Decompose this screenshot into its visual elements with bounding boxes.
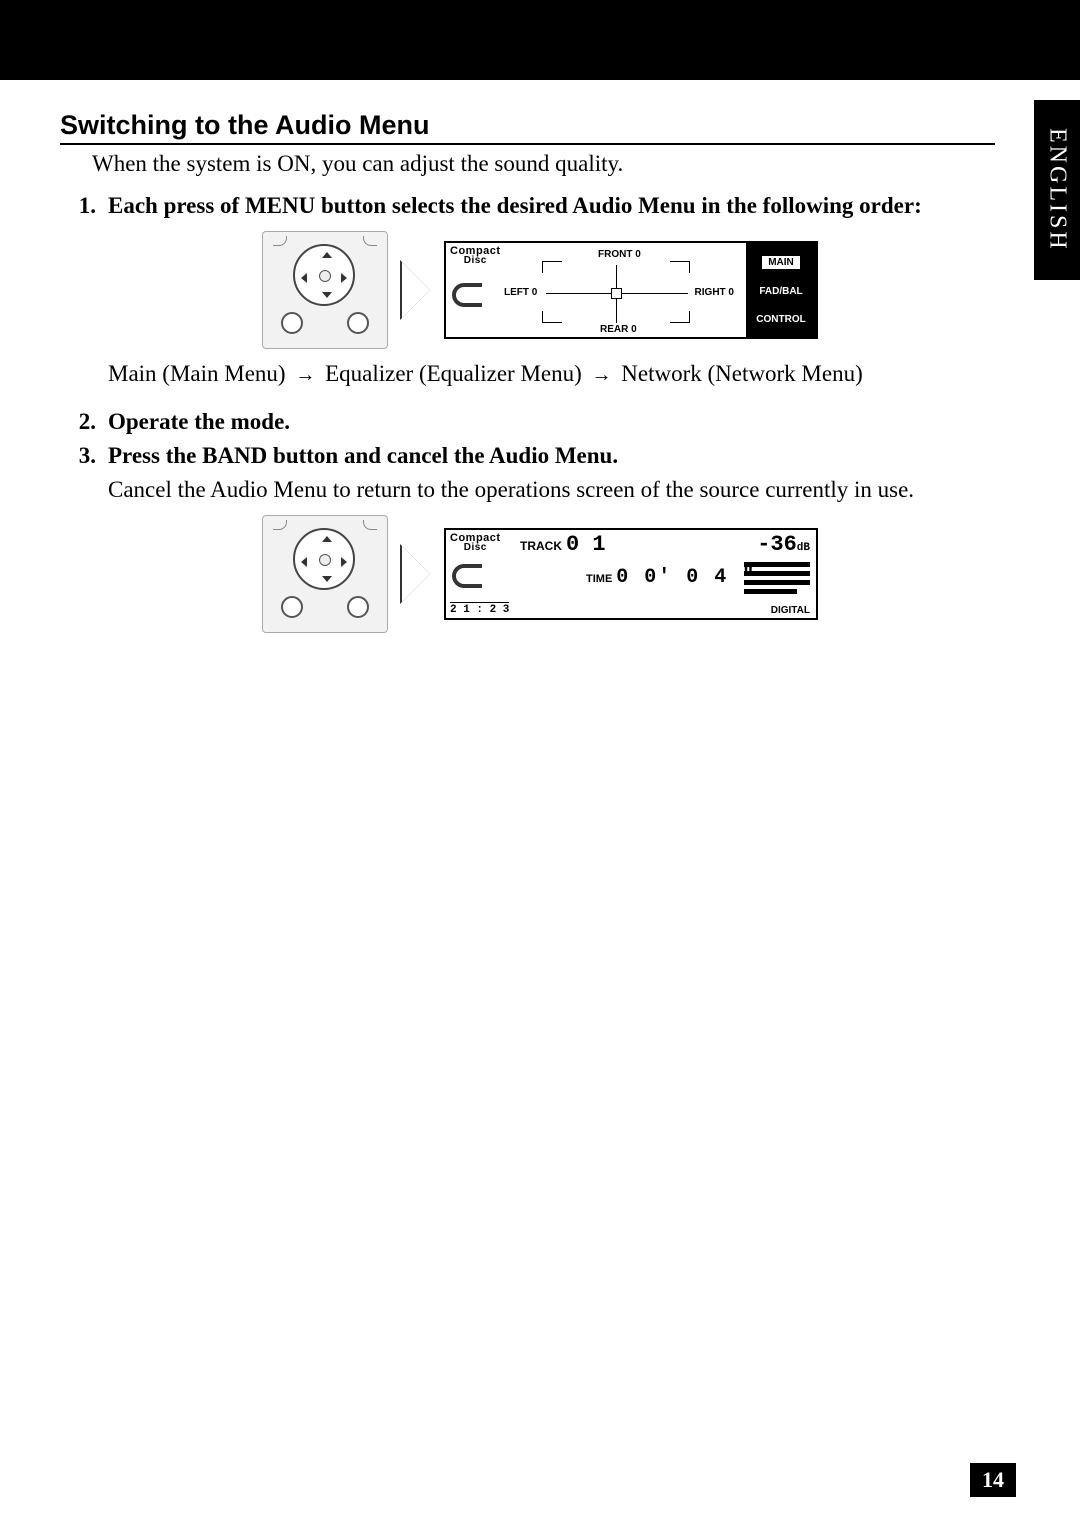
- step-3-sub: Cancel the Audio Menu to return to the o…: [108, 477, 1020, 503]
- lcd-c-icon: [452, 564, 482, 588]
- lcd2-source: Compact Disc: [450, 532, 501, 553]
- step-1-text: Each press of MENU button selects the de…: [108, 193, 1020, 219]
- level-bars-icon: [744, 562, 810, 598]
- lcd1-side-menu: MAIN FAD/BAL CONTROL: [746, 243, 816, 337]
- page-content: Switching to the Audio Menu When the sys…: [0, 80, 1080, 633]
- lcd1-side-main: MAIN: [762, 256, 800, 269]
- lcd1-source: Compact Disc: [450, 245, 501, 266]
- lcd1-side-fadbal: FAD/BAL: [759, 286, 802, 297]
- dpad-icon: [293, 244, 355, 306]
- fader-front-label: FRONT 0: [598, 249, 641, 260]
- lcd-playback-screen: Compact Disc TRACK0 1 -36dB TIME0 0' 0 4…: [444, 528, 818, 620]
- intro-text: When the system is ON, you can adjust th…: [92, 151, 1020, 177]
- arrow-inline-icon: →: [295, 364, 315, 387]
- arrow-inline-icon: →: [592, 364, 612, 387]
- lcd-c-icon: [452, 283, 482, 307]
- lcd1-side-control: CONTROL: [756, 314, 805, 325]
- step-1: 1. Each press of MENU button selects the…: [60, 193, 1020, 219]
- remote-illustration: [262, 515, 388, 633]
- fader-grid: FRONT 0 REAR 0 LEFT 0 RIGHT 0: [506, 251, 726, 333]
- remote-illustration: [262, 231, 388, 349]
- remote-button-left: [281, 312, 303, 334]
- lcd-fader-screen: Compact Disc FRONT 0 REAR 0 LEFT 0 RIGHT…: [444, 241, 818, 339]
- fader-rear-label: REAR 0: [600, 324, 637, 335]
- step-3: 3. Press the BAND button and cancel the …: [60, 443, 1020, 469]
- remote-button-left: [281, 596, 303, 618]
- lcd2-track: TRACK0 1: [520, 532, 606, 557]
- step-1-number: 1.: [60, 193, 108, 219]
- arrow-right-icon: [402, 546, 430, 602]
- fader-right-label: RIGHT 0: [695, 287, 734, 298]
- figure-1: Compact Disc FRONT 0 REAR 0 LEFT 0 RIGHT…: [60, 231, 1020, 349]
- step-2: 2. Operate the mode.: [60, 409, 1020, 435]
- step-3-number: 3.: [60, 443, 108, 469]
- remote-button-right: [347, 312, 369, 334]
- lcd2-time: TIME0 0' 0 4 ": [586, 566, 756, 589]
- step-3-text: Press the BAND button and cancel the Aud…: [108, 443, 1020, 469]
- section-title: Switching to the Audio Menu: [60, 110, 995, 145]
- dpad-icon: [293, 528, 355, 590]
- step-2-number: 2.: [60, 409, 108, 435]
- arrow-right-icon: [402, 262, 430, 318]
- figure-2: Compact Disc TRACK0 1 -36dB TIME0 0' 0 4…: [60, 515, 1020, 633]
- lcd2-digital: DIGITAL: [771, 605, 810, 616]
- header-black-bar: [0, 0, 1080, 80]
- lcd2-clock: 2 1 : 2 3: [450, 602, 509, 616]
- lcd2-db: -36dB: [757, 532, 810, 557]
- remote-button-right: [347, 596, 369, 618]
- step-2-text: Operate the mode.: [108, 409, 1020, 435]
- page-number: 14: [970, 1463, 1016, 1497]
- menu-chain: Main (Main Menu) → Equalizer (Equalizer …: [108, 361, 1020, 387]
- fader-left-label: LEFT 0: [504, 287, 537, 298]
